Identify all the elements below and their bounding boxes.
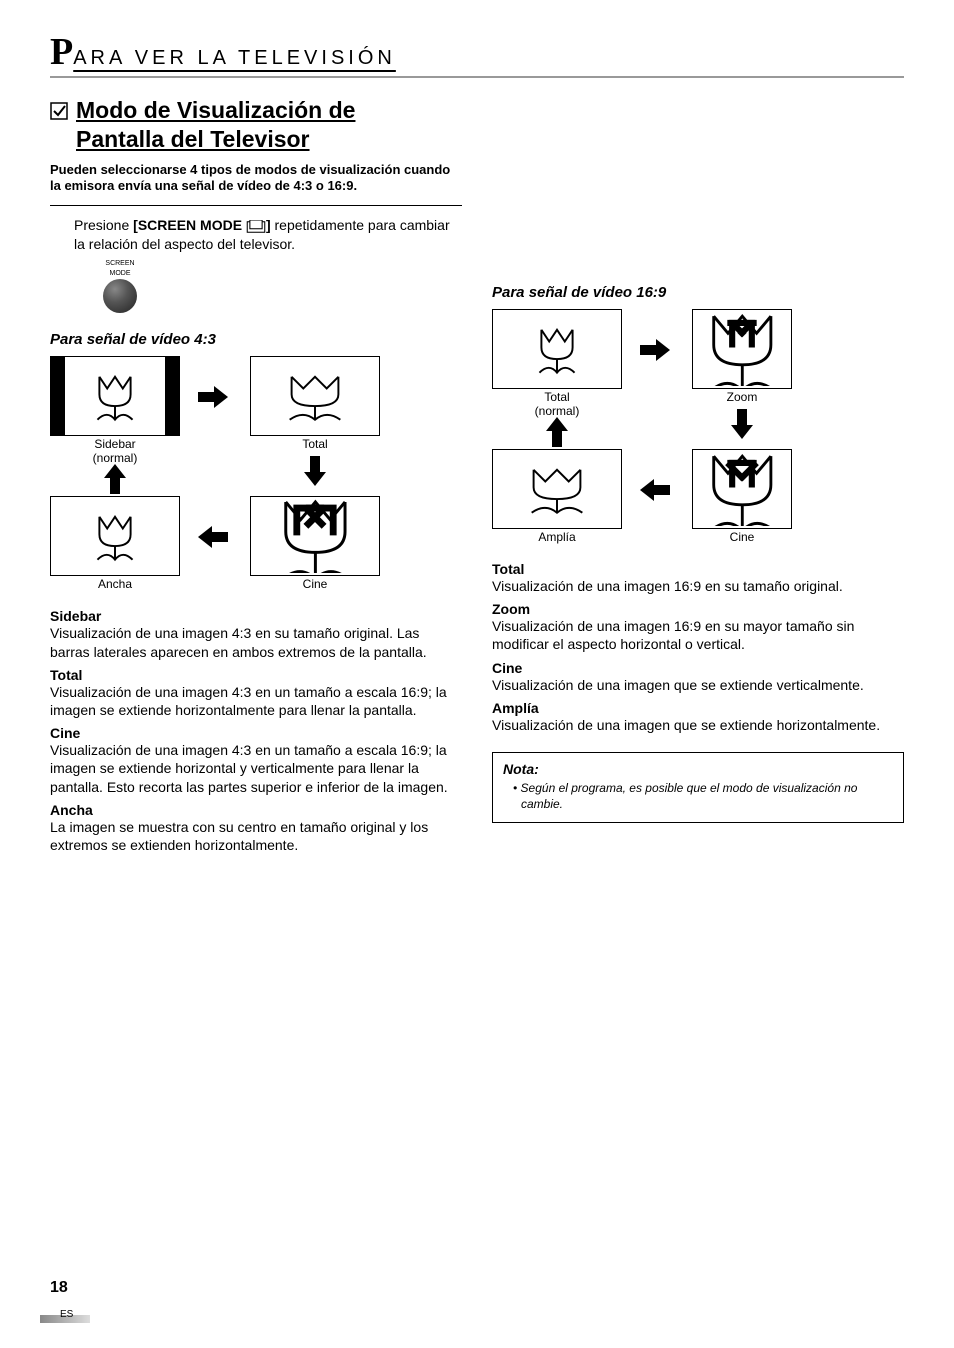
note-box: Nota: • Según el programa, es posible qu… (492, 752, 904, 823)
caption-total-169: Total (normal) (492, 391, 622, 419)
caption-amplia: Amplía (492, 531, 622, 545)
arrow-down-icon (731, 409, 753, 439)
round-button-graphic (103, 279, 137, 313)
intro-text: Pueden seleccionarse 4 tipos de modos de… (50, 162, 462, 196)
subhead-43: Para señal de vídeo 4:3 (50, 331, 462, 348)
mode-desc: Visualización de una imagen 4:3 en un ta… (50, 683, 462, 719)
frame-amplia (492, 449, 622, 529)
mode-name: Total (492, 561, 904, 577)
diagram-43: Sidebar (normal) Total Ancha Cine (50, 356, 430, 596)
btn-label-2: MODE (90, 270, 150, 278)
mode-desc: Visualización de una imagen que se extie… (492, 676, 904, 694)
instruction: Presione [SCREEN MODE ] repetidamente pa… (74, 216, 462, 254)
note-item: • Según el programa, es posible que el m… (513, 781, 893, 812)
arrow-right-icon (198, 386, 228, 408)
page-header: P ARA VER LA TELEVISIÓN (50, 30, 904, 78)
note-title: Nota: (503, 761, 893, 777)
mode-desc: Visualización de una imagen 16:9 en su m… (492, 617, 904, 653)
left-column: Modo de Visualización de Pantalla del Te… (50, 96, 462, 856)
caption-ancha: Ancha (50, 578, 180, 592)
cap-sidebar-2: (normal) (93, 451, 138, 465)
mode-desc: Visualización de una imagen 4:3 en su ta… (50, 624, 462, 660)
divider (50, 205, 462, 206)
mode-desc: Visualización de una imagen que se extie… (492, 716, 904, 734)
frame-sidebar (50, 356, 180, 436)
crop-icon (724, 312, 773, 367)
mode-name: Cine (492, 660, 904, 676)
frame-zoom (692, 309, 792, 389)
mode-desc: Visualización de una imagen 4:3 en un ta… (50, 741, 462, 796)
instr-btn: [SCREEN MODE (133, 217, 246, 233)
checkbox-icon (50, 102, 68, 120)
page-number-block: 18 ES (40, 1297, 90, 1320)
caption-total: Total (250, 438, 380, 452)
frame-cine (250, 496, 380, 576)
mode-desc: Visualización de una imagen 16:9 en su t… (492, 577, 904, 595)
section-title-l1: Modo de Visualización de (76, 96, 355, 125)
mode-name: Cine (50, 725, 462, 741)
arrow-right-icon (640, 339, 670, 361)
diagram-169: Total (normal) Zoom Amplía Cine (492, 309, 872, 549)
modes-169: Total Visualización de una imagen 16:9 e… (492, 561, 904, 734)
btn-label-1: SCREEN (90, 260, 150, 268)
frame-cine-169 (692, 449, 792, 529)
caption-sidebar: Sidebar (normal) (50, 438, 180, 466)
subhead-169: Para señal de vídeo 16:9 (492, 284, 904, 301)
modes-43: Sidebar Visualización de una imagen 4:3 … (50, 608, 462, 854)
caption-zoom: Zoom (692, 391, 792, 405)
cap-sidebar-1: Sidebar (94, 437, 135, 451)
arrow-down-icon (304, 456, 326, 486)
frame-total-169 (492, 309, 622, 389)
mode-desc: La imagen se muestra con su centro en ta… (50, 818, 462, 854)
crop-icon (283, 499, 347, 554)
cap-total-2: (normal) (535, 404, 580, 418)
mode-name: Total (50, 667, 462, 683)
caption-cine-169: Cine (692, 531, 792, 545)
cap-total-1: Total (544, 390, 569, 404)
mode-name: Amplía (492, 700, 904, 716)
section-title-l2: Pantalla del Televisor (76, 125, 355, 154)
frame-ancha (50, 496, 180, 576)
instr-pre: Presione (74, 217, 133, 233)
caption-cine: Cine (250, 578, 380, 592)
note-item-text: Según el programa, es posible que el mod… (521, 781, 858, 811)
mode-name: Zoom (492, 601, 904, 617)
page-lang: ES (60, 1309, 90, 1320)
page-number: 18 (50, 1279, 68, 1296)
screen-mode-icon (246, 220, 266, 234)
crop-icon (724, 452, 773, 507)
button-illustration: SCREEN MODE (90, 260, 150, 313)
arrow-up-icon (546, 417, 568, 447)
header-rest: ARA VER LA TELEVISIÓN (73, 47, 396, 70)
right-column: Para señal de vídeo 16:9 Total (normal) … (492, 96, 904, 856)
mode-name: Sidebar (50, 608, 462, 624)
frame-total (250, 356, 380, 436)
arrow-left-icon (640, 479, 670, 501)
arrow-left-icon (198, 526, 228, 548)
arrow-up-icon (104, 464, 126, 494)
mode-name: Ancha (50, 802, 462, 818)
header-initial: P (50, 30, 73, 74)
